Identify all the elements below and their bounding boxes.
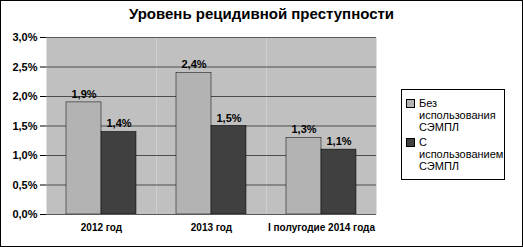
html-text:Уровень рецидивной преступност: Уровень рецидивной преступности xyxy=(128,5,395,22)
svg-text:3,0%: 3,0% xyxy=(12,31,37,43)
svg-text:1,3%: 1,3% xyxy=(291,123,316,135)
svg-text:1,5%: 1,5% xyxy=(216,112,241,124)
svg-text:1,0%: 1,0% xyxy=(12,149,37,161)
svg-text:1,9%: 1,9% xyxy=(71,88,96,100)
svg-text:2,0%: 2,0% xyxy=(12,90,37,102)
svg-text:2,4%: 2,4% xyxy=(181,58,206,70)
svg-text:2012 год: 2012 год xyxy=(81,222,123,233)
svg-text:0,5%: 0,5% xyxy=(12,179,37,191)
svg-text:0,0%: 0,0% xyxy=(12,208,37,220)
svg-text:I полугодие 2014 года: I полугодие 2014 года xyxy=(268,222,375,233)
svg-text:1,4%: 1,4% xyxy=(106,117,131,129)
svg-text:2013 год: 2013 год xyxy=(191,222,233,233)
svg-text:1,1%: 1,1% xyxy=(326,135,351,147)
svg-text:2,5%: 2,5% xyxy=(12,61,37,73)
html-text:Без использования СЭМПЛ: Без использования СЭМПЛ xyxy=(419,97,496,133)
html-text:С использованием СЭМПЛ: С использованием СЭМПЛ xyxy=(419,136,504,172)
svg-text:1,5%: 1,5% xyxy=(12,120,37,132)
